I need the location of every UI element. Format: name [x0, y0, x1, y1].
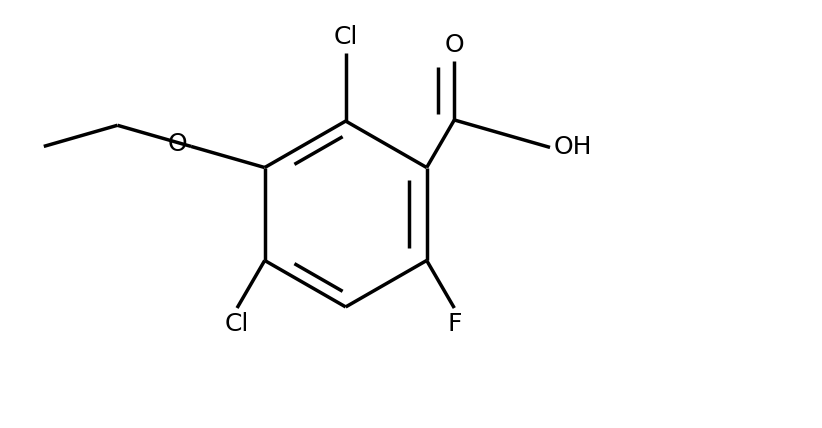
Text: Cl: Cl: [334, 25, 358, 49]
Text: OH: OH: [554, 135, 593, 159]
Text: F: F: [447, 312, 462, 336]
Text: Cl: Cl: [225, 312, 249, 336]
Text: O: O: [168, 132, 187, 156]
Text: O: O: [445, 33, 464, 56]
